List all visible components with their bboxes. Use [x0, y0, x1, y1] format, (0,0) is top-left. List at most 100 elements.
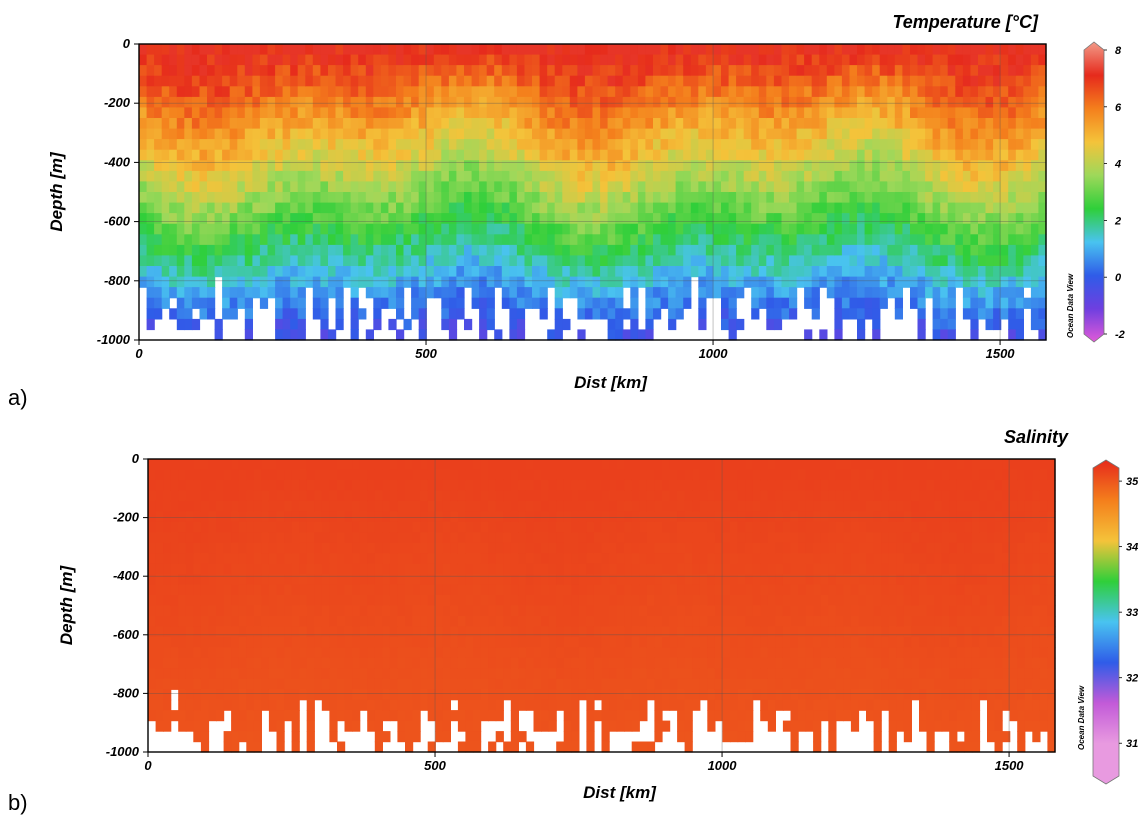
- heatmap-cell: [826, 276, 835, 288]
- heatmap-cell: [388, 139, 397, 151]
- heatmap-cell: [985, 149, 994, 161]
- heatmap-cell: [1030, 181, 1040, 193]
- watermark-text: Ocean Data View: [1066, 273, 1075, 338]
- heatmap-cell: [970, 329, 979, 341]
- heatmap-cell: [479, 192, 488, 204]
- heatmap-cell: [155, 595, 164, 607]
- heatmap-cell: [359, 521, 368, 533]
- heatmap-cell: [146, 276, 155, 288]
- heatmap-cell: [524, 160, 533, 172]
- heatmap-cell: [397, 532, 406, 544]
- heatmap-cell: [148, 500, 157, 512]
- heatmap-cell: [495, 595, 504, 607]
- heatmap-column: [426, 44, 435, 299]
- heatmap-cell: [758, 234, 767, 246]
- heatmap-cell: [427, 574, 436, 586]
- heatmap-cell: [335, 192, 344, 204]
- heatmap-cell: [533, 647, 542, 659]
- heatmap-cell: [902, 160, 911, 172]
- heatmap-cell: [683, 107, 692, 119]
- heatmap-cell: [343, 86, 352, 98]
- heatmap-cell: [397, 678, 406, 690]
- heatmap-cell: [442, 511, 451, 523]
- heatmap-cell: [1038, 329, 1047, 341]
- heatmap-cell: [781, 160, 790, 172]
- heatmap-cell: [328, 276, 337, 288]
- heatmap-cell: [834, 287, 843, 299]
- heatmap-cell: [154, 213, 163, 225]
- heatmap-cell: [433, 170, 442, 183]
- heatmap-cell: [841, 255, 851, 267]
- heatmap-cell: [541, 490, 550, 502]
- heatmap-cell: [532, 118, 541, 130]
- heatmap-cell: [208, 563, 217, 575]
- heatmap-cell: [947, 244, 956, 257]
- heatmap-cell: [223, 532, 232, 544]
- heatmap-cell: [1023, 139, 1032, 151]
- heatmap-cell: [200, 542, 210, 554]
- heatmap-cell: [367, 490, 376, 502]
- heatmap-cell: [495, 689, 504, 701]
- heatmap-cell: [231, 574, 240, 586]
- heatmap-cell: [601, 459, 610, 471]
- heatmap-cell: [925, 202, 934, 214]
- heatmap-cell: [804, 107, 813, 119]
- heatmap-cell: [577, 329, 586, 341]
- heatmap-cell: [335, 213, 344, 225]
- heatmap-cell: [420, 626, 429, 638]
- heatmap-cell: [548, 689, 557, 701]
- heatmap-cell: [532, 107, 541, 119]
- heatmap-cell: [178, 511, 187, 523]
- heatmap-cell: [388, 54, 397, 66]
- heatmap-cell: [1000, 65, 1009, 77]
- heatmap-cell: [418, 213, 427, 225]
- heatmap-cell: [359, 584, 368, 596]
- heatmap-cell: [297, 86, 306, 98]
- heatmap-cell: [161, 255, 170, 267]
- heatmap-cell: [396, 276, 405, 288]
- heatmap-cell: [457, 469, 467, 481]
- heatmap-cell: [910, 276, 919, 288]
- heatmap-cell: [343, 181, 352, 193]
- heatmap-cell: [743, 96, 752, 109]
- heatmap-cell: [841, 44, 851, 56]
- heatmap-cell: [259, 234, 269, 246]
- heatmap-cell: [547, 54, 556, 66]
- heatmap-cell: [222, 308, 231, 320]
- heatmap-cell: [290, 318, 299, 331]
- heatmap-cell: [426, 54, 435, 66]
- heatmap-cell: [917, 107, 926, 119]
- heatmap-cell: [736, 118, 745, 130]
- heatmap-cell: [902, 202, 911, 214]
- heatmap-cell: [276, 678, 285, 690]
- heatmap-cell: [352, 532, 361, 544]
- heatmap-cell: [253, 469, 262, 481]
- heatmap-column: [148, 459, 157, 722]
- heatmap-cell: [411, 139, 420, 151]
- heatmap-cell: [970, 75, 979, 87]
- heatmap-cell: [185, 511, 194, 523]
- heatmap-cell: [261, 574, 270, 586]
- heatmap-cell: [879, 170, 888, 183]
- heatmap-cell: [199, 234, 208, 246]
- heatmap-cell: [586, 574, 595, 586]
- heatmap-cell: [170, 532, 179, 544]
- heatmap-cell: [178, 584, 187, 596]
- heatmap-cell: [1015, 139, 1024, 151]
- heatmap-cell: [396, 149, 405, 161]
- heatmap-cell: [163, 574, 172, 586]
- heatmap-cell: [773, 213, 783, 225]
- heatmap-cell: [208, 657, 217, 669]
- heatmap-cell: [457, 741, 467, 753]
- heatmap-cell: [427, 699, 436, 711]
- heatmap-cell: [367, 595, 376, 607]
- heatmap-cell: [405, 490, 414, 502]
- heatmap-cell: [284, 710, 293, 722]
- heatmap-cell: [441, 170, 450, 183]
- heatmap-cell: [426, 266, 435, 278]
- heatmap-cell: [405, 720, 414, 732]
- heatmap-cell: [600, 287, 609, 299]
- heatmap-cell: [548, 616, 557, 628]
- heatmap-cell: [841, 107, 851, 119]
- heatmap-cell: [917, 75, 926, 87]
